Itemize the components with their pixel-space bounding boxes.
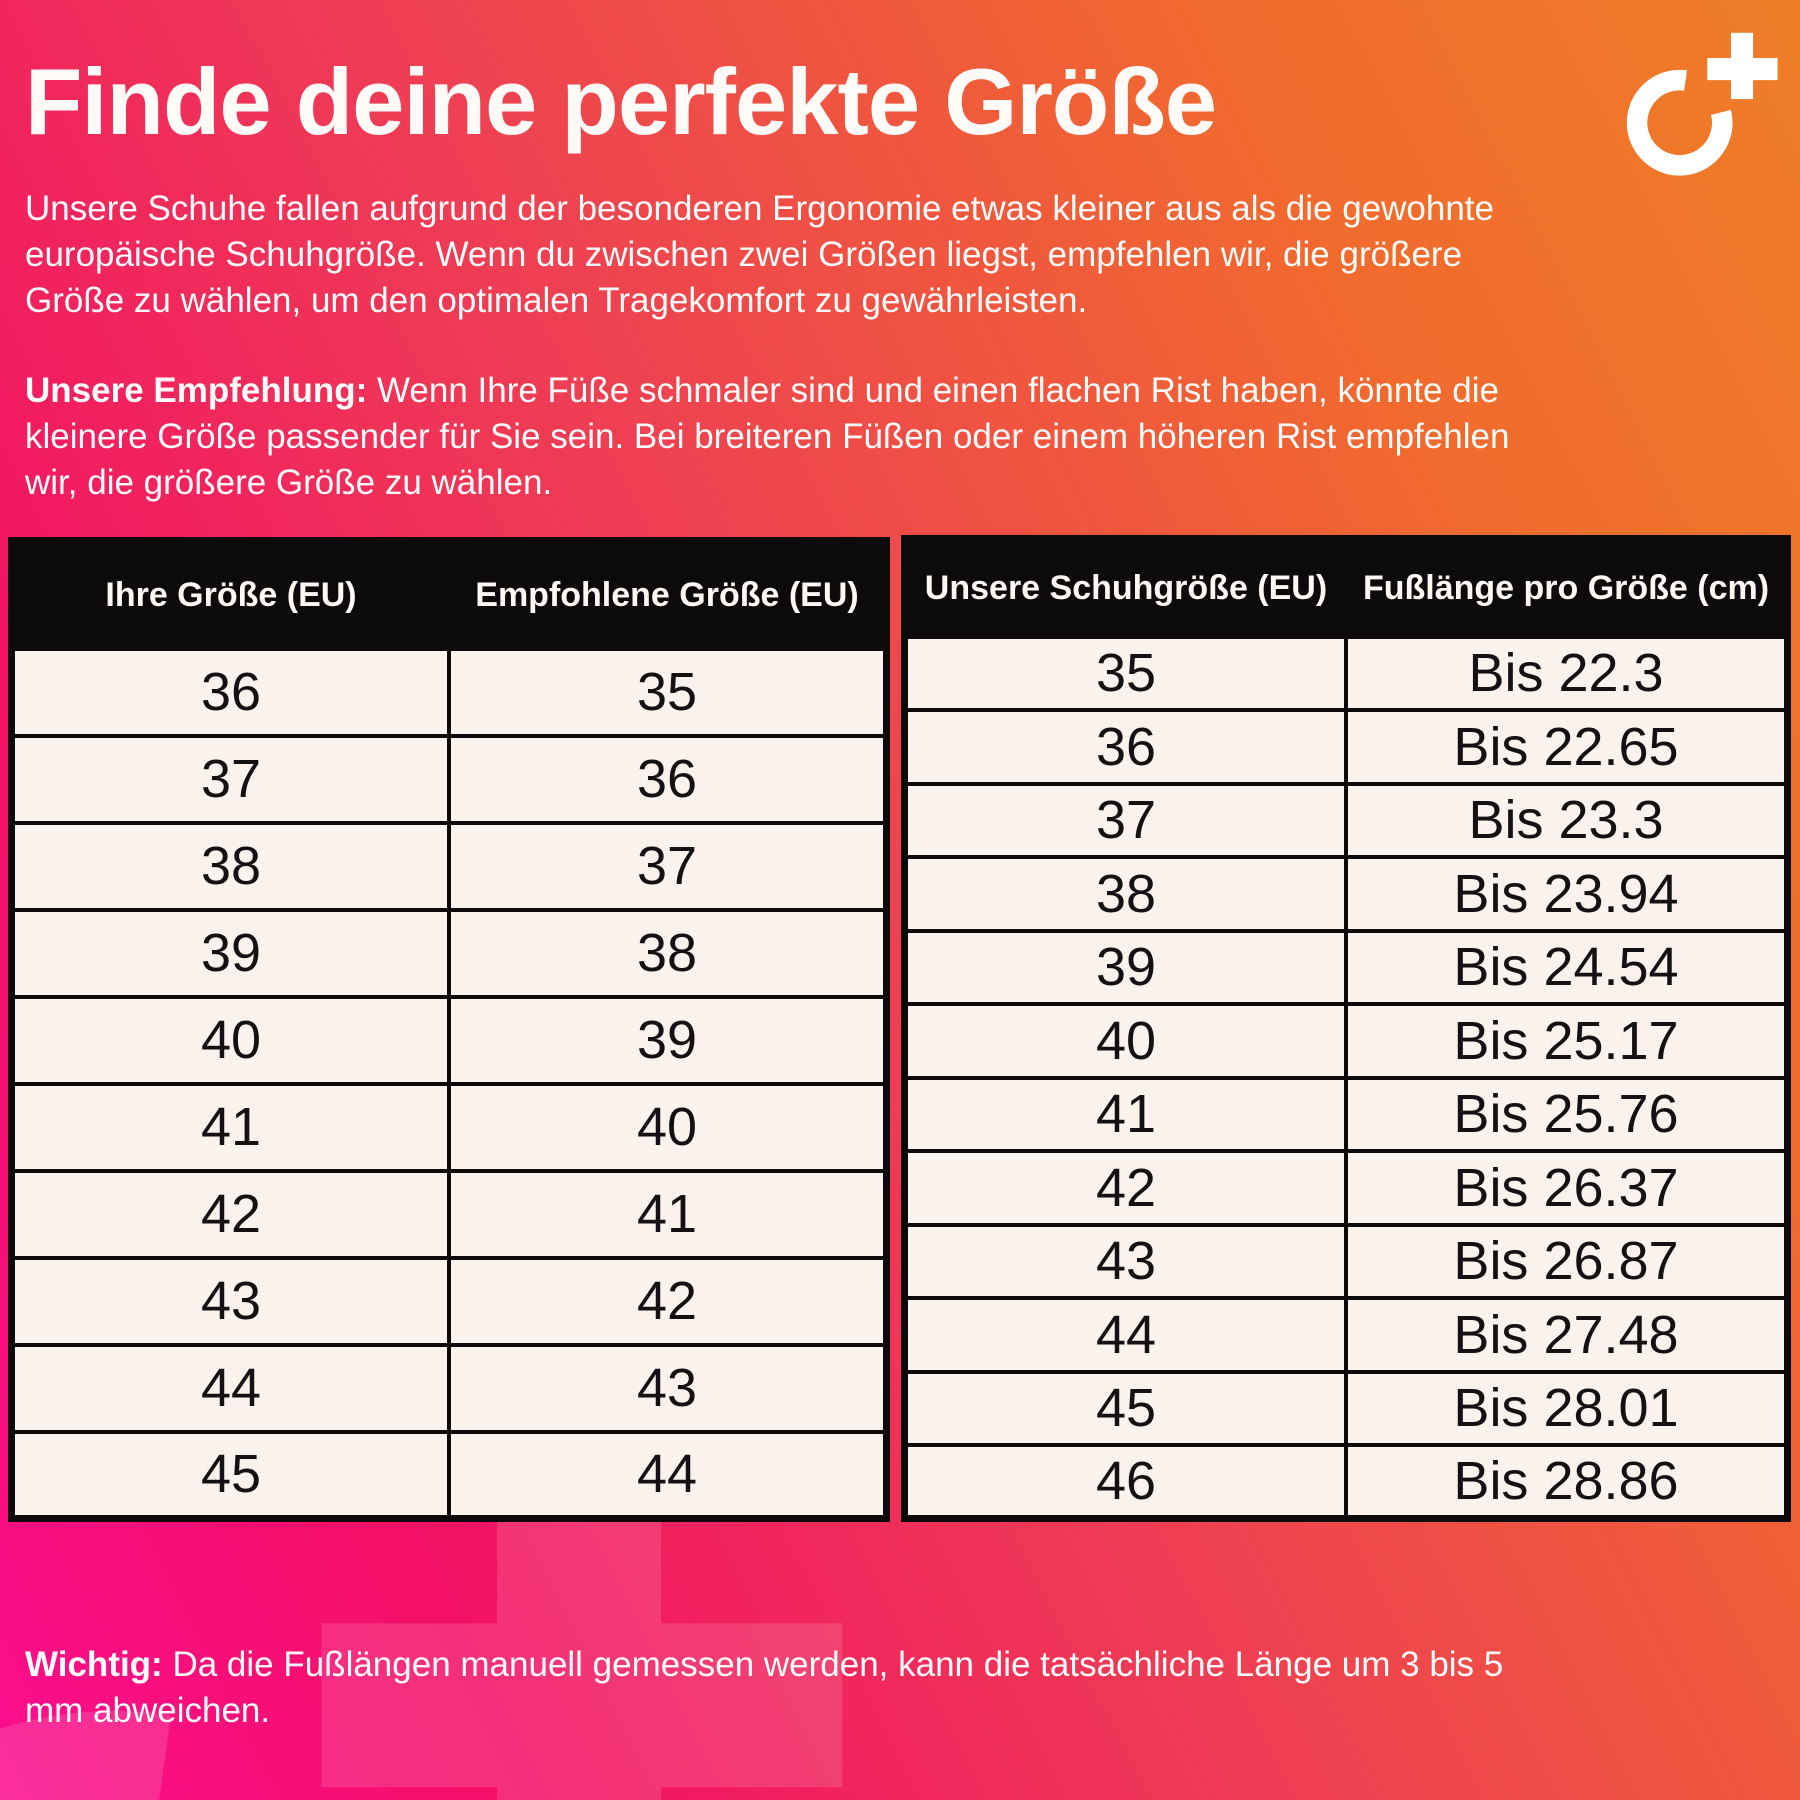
table-cell: 41	[447, 1168, 889, 1260]
table-row: 43 42	[9, 1255, 889, 1347]
table-row: 39 38	[9, 907, 889, 999]
table-cell: 37	[902, 781, 1348, 859]
important-note-label: Wichtig:	[25, 1645, 163, 1684]
recommendation-text: Unsere Empfehlung: Wenn Ihre Füße schmal…	[25, 368, 1570, 506]
table-cell: 45	[9, 1429, 451, 1521]
foot-length-table-grid: Unsere Schuhgröße (EU) Fußlänge pro Größe…	[901, 535, 1791, 1522]
table-row: 36 Bis 22.65	[902, 708, 1790, 786]
table-row: 39 Bis 24.54	[902, 928, 1790, 1006]
foot-length-table: Unsere Schuhgröße (EU) Fußlänge pro Größe…	[901, 535, 1791, 1522]
table-row: 38 Bis 23.94	[902, 855, 1790, 933]
table-cell: Bis 25.17	[1344, 1002, 1790, 1080]
table-cell: 44	[902, 1296, 1348, 1374]
table-cell: 35	[902, 634, 1348, 712]
table-cell: 43	[902, 1222, 1348, 1300]
table-cell: 43	[447, 1342, 889, 1434]
table-cell: Bis 22.65	[1344, 708, 1790, 786]
table-row: 43 Bis 26.87	[902, 1222, 1790, 1300]
table-cell: Bis 24.54	[1344, 928, 1790, 1006]
table-cell: 42	[902, 1149, 1348, 1227]
table-row: 46 Bis 28.86	[902, 1443, 1790, 1521]
table-cell: Bis 26.87	[1344, 1222, 1790, 1300]
table-row: 45 Bis 28.01	[902, 1369, 1790, 1447]
column-header: Fußlänge pro Größe (cm)	[1344, 536, 1790, 639]
table-cell: 39	[902, 928, 1348, 1006]
table-cell: Bis 26.37	[1344, 1149, 1790, 1227]
table-header-row: Ihre Größe (EU) Empfohlene Größe (EU)	[9, 538, 889, 651]
page-title: Finde deine perfekte Größe	[25, 49, 1217, 154]
table-row: 37 36	[9, 733, 889, 825]
table-cell: 35	[447, 646, 889, 738]
table-cell: 41	[902, 1075, 1348, 1153]
table-cell: 43	[9, 1255, 451, 1347]
table-row: 42 41	[9, 1168, 889, 1260]
table-cell: 44	[447, 1429, 889, 1521]
table-cell: 40	[447, 1081, 889, 1173]
table-row: 37 Bis 23.3	[902, 781, 1790, 859]
table-cell: Bis 28.01	[1344, 1369, 1790, 1447]
table-cell: 41	[9, 1081, 451, 1173]
size-conversion-table-grid: Ihre Größe (EU) Empfohlene Größe (EU) 36 35…	[8, 537, 890, 1522]
table-cell: 40	[9, 994, 451, 1086]
table-cell: 42	[9, 1168, 451, 1260]
table-row: 45 44	[9, 1429, 889, 1521]
table-row: 42 Bis 26.37	[902, 1149, 1790, 1227]
table-cell: Bis 22.3	[1344, 634, 1790, 712]
table-cell: Bis 23.94	[1344, 855, 1790, 933]
table-row: 41 Bis 25.76	[902, 1075, 1790, 1153]
table-header-row: Unsere Schuhgröße (EU) Fußlänge pro Größe…	[902, 536, 1790, 639]
important-note-body: Da die Fußlängen manuell gemessen werden…	[25, 1645, 1504, 1730]
table-row: 41 40	[9, 1081, 889, 1173]
brand-logo-icon	[1626, 32, 1778, 176]
table-cell: 37	[9, 733, 451, 825]
table-cell: Bis 27.48	[1344, 1296, 1790, 1374]
table-cell: 40	[902, 1002, 1348, 1080]
table-cell: 46	[902, 1443, 1348, 1521]
column-header: Ihre Größe (EU)	[9, 538, 451, 651]
table-cell: 38	[9, 820, 451, 912]
intro-text: Unsere Schuhe fallen aufgrund der besond…	[25, 189, 1494, 320]
table-cell: 36	[9, 646, 451, 738]
table-cell: Bis 23.3	[1344, 781, 1790, 859]
important-note: Wichtig: Da die Fußlängen manuell gemess…	[25, 1642, 1570, 1734]
table-cell: 36	[447, 733, 889, 825]
table-cell: 39	[9, 907, 451, 999]
size-conversion-table: Ihre Größe (EU) Empfohlene Größe (EU) 36 35…	[8, 537, 890, 1522]
table-cell: 38	[447, 907, 889, 999]
table-cell: 44	[9, 1342, 451, 1434]
table-cell: 45	[902, 1369, 1348, 1447]
table-row: 44 43	[9, 1342, 889, 1434]
table-cell: 36	[902, 708, 1348, 786]
table-row: 40 Bis 25.17	[902, 1002, 1790, 1080]
table-cell: 42	[447, 1255, 889, 1347]
column-header: Unsere Schuhgröße (EU)	[902, 536, 1348, 639]
column-header: Empfohlene Größe (EU)	[447, 538, 889, 651]
recommendation-label: Unsere Empfehlung:	[25, 371, 368, 410]
table-cell: 38	[902, 855, 1348, 933]
table-cell: 39	[447, 994, 889, 1086]
table-cell: 37	[447, 820, 889, 912]
recommendation-body: Wenn Ihre Füße schmaler sind und einen f…	[25, 371, 1510, 502]
table-cell: Bis 25.76	[1344, 1075, 1790, 1153]
table-row: 35 Bis 22.3	[902, 634, 1790, 712]
table-row: 40 39	[9, 994, 889, 1086]
table-row: 44 Bis 27.48	[902, 1296, 1790, 1374]
table-row: 36 35	[9, 646, 889, 738]
table-cell: Bis 28.86	[1344, 1443, 1790, 1521]
table-row: 38 37	[9, 820, 889, 912]
